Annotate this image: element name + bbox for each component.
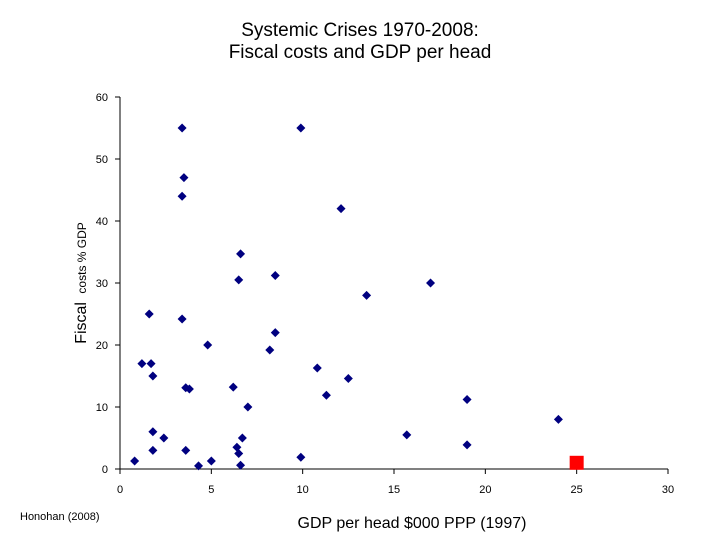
x-tick-label: 10 (297, 484, 309, 496)
y-axis-label: Fiscal costs % GDP (73, 222, 90, 344)
data-point (362, 290, 372, 300)
data-point (203, 340, 213, 350)
y-tick-label: 10 (96, 402, 108, 414)
y-tick-label: 60 (96, 92, 108, 104)
y-axis-label-main: Fiscal (73, 302, 90, 344)
data-point (402, 430, 412, 440)
data-point (148, 445, 158, 455)
data-point (228, 382, 238, 392)
x-tick-label: 0 (117, 484, 123, 496)
y-tick-label: 0 (102, 464, 108, 476)
data-point (144, 309, 154, 319)
data-point (270, 271, 280, 281)
data-point (177, 314, 187, 324)
axes (115, 96, 669, 474)
data-point (177, 191, 187, 201)
x-tick-label: 15 (388, 484, 400, 496)
data-point (321, 390, 331, 400)
data-point (312, 363, 322, 373)
y-tick-label: 50 (96, 154, 108, 166)
highlight-point (569, 455, 584, 470)
data-point (236, 460, 246, 470)
data-point (234, 275, 244, 285)
tick-labels: 0 10 20 30 40 50 60 0 5 10 15 20 25 30 (96, 92, 674, 496)
data-point (179, 173, 189, 183)
x-tick-label: 25 (571, 484, 583, 496)
data-points (130, 123, 584, 471)
data-point (236, 249, 246, 259)
data-point (462, 440, 472, 450)
data-point (130, 456, 140, 466)
data-point (237, 433, 247, 443)
data-point (270, 328, 280, 338)
data-point (336, 204, 346, 214)
data-point (159, 433, 169, 443)
x-axis-label: GDP per head $000 PPP (1997) (298, 515, 527, 532)
data-point (146, 359, 156, 369)
x-tick-label: 30 (662, 484, 674, 496)
chart-title-line1: Systemic Crises 1970-2008: (241, 20, 479, 41)
chart-title-line2: Fiscal costs and GDP per head (228, 42, 492, 63)
data-point (148, 427, 158, 437)
y-tick-label: 40 (96, 216, 108, 228)
data-point (234, 449, 244, 458)
data-point (137, 359, 147, 369)
data-point (426, 278, 436, 288)
data-point (343, 373, 353, 383)
y-axis-label-secondary: costs % GDP (75, 222, 89, 293)
data-point (243, 402, 253, 412)
y-tick-label: 20 (96, 340, 108, 352)
x-tick-label: 20 (479, 484, 491, 496)
source-note: Honohan (2008) (20, 511, 100, 523)
data-point (265, 345, 275, 355)
data-point (184, 384, 194, 394)
data-point (296, 123, 306, 133)
data-point (194, 461, 204, 471)
data-point (553, 414, 563, 424)
data-point (181, 445, 191, 455)
data-point (296, 452, 306, 462)
y-tick-label: 30 (96, 278, 108, 290)
x-tick-label: 5 (208, 484, 214, 496)
data-point (148, 371, 158, 381)
data-point (206, 456, 216, 466)
data-point (462, 395, 472, 405)
data-point (177, 123, 187, 133)
